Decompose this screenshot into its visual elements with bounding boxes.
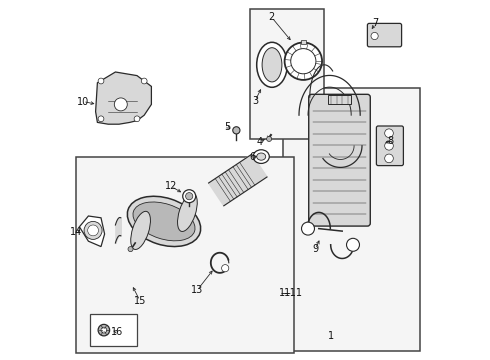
Circle shape [84,221,102,239]
PathPatch shape [96,72,151,124]
Bar [283,88,419,351]
Circle shape [183,190,196,203]
Circle shape [267,136,271,141]
Circle shape [291,49,316,74]
Text: 15: 15 [134,296,146,306]
Text: 10: 10 [77,96,89,107]
Circle shape [385,141,393,150]
Circle shape [301,222,315,235]
Text: 5: 5 [224,122,230,132]
Circle shape [221,265,229,272]
Text: 9: 9 [312,244,318,254]
Circle shape [88,225,98,236]
Text: 13: 13 [192,285,204,295]
Circle shape [98,78,104,84]
PathPatch shape [79,216,104,247]
Bar [250,9,324,139]
Text: 3: 3 [252,96,258,106]
Circle shape [186,193,193,200]
Ellipse shape [257,153,266,160]
Ellipse shape [133,202,195,241]
Ellipse shape [262,48,282,82]
Circle shape [233,127,240,134]
Bar [76,157,294,353]
Ellipse shape [253,150,270,163]
Circle shape [385,154,393,163]
FancyBboxPatch shape [368,23,402,47]
Bar [301,40,306,44]
Text: 2: 2 [269,12,275,22]
Text: 6: 6 [249,152,255,162]
Circle shape [371,32,378,40]
Text: 1: 1 [328,330,334,341]
Text: 16: 16 [111,327,123,337]
Text: 8: 8 [388,136,394,146]
Circle shape [141,78,147,84]
Text: —11: —11 [280,288,302,298]
FancyBboxPatch shape [376,126,403,166]
Ellipse shape [131,211,150,249]
Circle shape [385,129,393,138]
Circle shape [346,238,360,251]
Circle shape [98,116,104,122]
Ellipse shape [127,196,201,247]
Circle shape [98,324,110,336]
Circle shape [128,247,133,252]
Circle shape [101,327,107,333]
Text: 11: 11 [278,288,291,298]
Text: 14: 14 [70,227,82,237]
Text: 12: 12 [165,181,177,192]
Bar [90,314,137,346]
FancyBboxPatch shape [309,94,370,226]
Polygon shape [209,154,267,206]
Circle shape [285,42,322,80]
Bar [328,95,351,104]
Circle shape [114,98,127,111]
Text: 7: 7 [372,18,378,28]
Text: 4: 4 [256,137,263,147]
Circle shape [134,116,140,122]
Ellipse shape [257,42,287,87]
Ellipse shape [177,193,197,231]
